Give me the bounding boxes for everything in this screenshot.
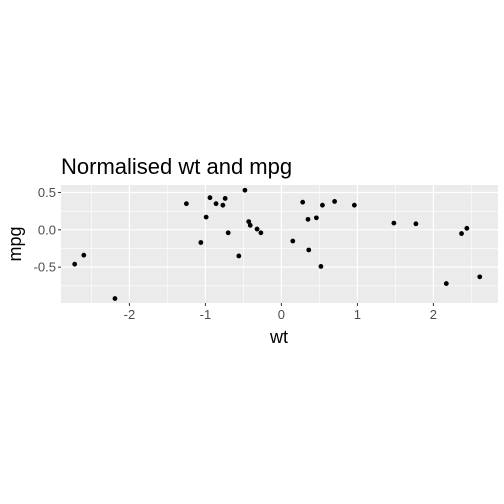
data-point (112, 296, 118, 301)
data-point (198, 240, 204, 245)
data-point (332, 199, 337, 204)
y-axis-title: mpg (5, 226, 25, 261)
points-layer (72, 187, 483, 301)
data-point (236, 253, 242, 259)
data-point (306, 247, 312, 253)
data-point (320, 202, 325, 208)
data-point (443, 281, 449, 286)
data-point (318, 264, 324, 269)
data-point (254, 226, 260, 232)
data-point (351, 202, 357, 208)
data-point (300, 199, 306, 205)
data-point (313, 215, 319, 221)
x-axis-title: wt (269, 327, 288, 347)
x-tick-label: 2 (430, 307, 437, 322)
data-point (247, 222, 253, 228)
data-point (81, 252, 87, 258)
data-point (184, 201, 189, 207)
data-point (242, 187, 248, 193)
data-point (222, 196, 228, 201)
chart-title: Normalised wt and mpg (61, 154, 292, 179)
data-point (220, 202, 226, 208)
data-point (459, 231, 464, 236)
data-point (225, 230, 231, 236)
data-point (464, 225, 470, 231)
grid-layer (61, 185, 498, 303)
x-tick-label: 0 (278, 307, 285, 322)
x-axis-ticks: -2 -1 0 1 2 (124, 303, 437, 322)
y-tick-label: 0.0 (38, 222, 56, 237)
y-tick-label: 0.5 (38, 185, 56, 200)
data-point (203, 214, 209, 220)
data-point (72, 261, 78, 267)
data-point (477, 274, 483, 280)
data-point (246, 219, 252, 224)
data-point (413, 221, 419, 227)
x-tick-label: -2 (124, 307, 136, 322)
data-point (305, 216, 311, 222)
data-point (290, 238, 296, 244)
data-point (391, 220, 397, 226)
x-tick-label: -1 (200, 307, 212, 322)
data-point (213, 201, 219, 207)
x-tick-label: 1 (354, 307, 361, 322)
data-point (258, 230, 264, 236)
y-axis-ticks: -0.5 0.0 0.5 (34, 185, 61, 275)
plot-panel (61, 185, 498, 303)
data-point (207, 195, 213, 201)
y-tick-label: -0.5 (34, 260, 56, 275)
